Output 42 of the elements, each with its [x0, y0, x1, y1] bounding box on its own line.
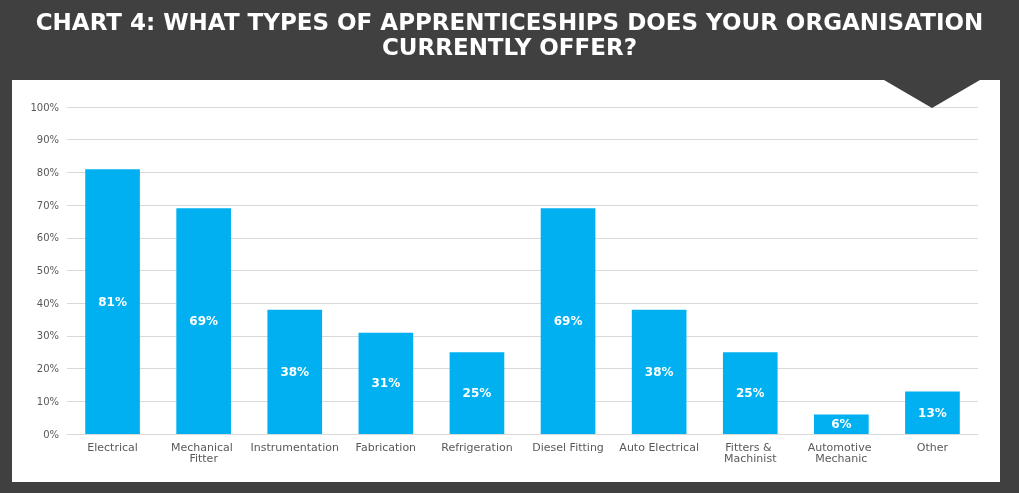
y-tick-label: 30%: [36, 330, 59, 342]
y-tick-label: 40%: [36, 297, 59, 309]
x-tick-label: Automotive Mechanic: [807, 441, 875, 465]
y-tick-label: 50%: [36, 265, 59, 276]
x-tick-label: Instrumentation: [250, 441, 339, 454]
y-tick-label: 20%: [36, 363, 59, 375]
bar: [814, 414, 869, 434]
y-tick-label: 80%: [36, 166, 59, 178]
data-label: 31%: [371, 376, 401, 391]
x-tick-label: Fabrication: [355, 441, 417, 454]
bar: [176, 208, 231, 434]
y-tick-label: 90%: [36, 134, 59, 146]
bar: [722, 352, 778, 434]
y-tick-label: 60%: [36, 232, 59, 244]
bar: [631, 309, 687, 434]
x-tick-label: Fitters & Machinist: [724, 441, 778, 465]
x-tick-label: Other: [916, 441, 949, 454]
data-label: 25%: [735, 386, 765, 401]
bar: [267, 309, 323, 434]
data-label: 38%: [280, 364, 310, 379]
data-label: 81%: [98, 294, 127, 309]
bar: [85, 169, 140, 434]
y-tick-label: 100%: [30, 101, 59, 113]
x-tick-label: Diesel Fitting: [532, 441, 604, 454]
chart-title: CHART 4: WHAT TYPES OF APPRENTICESHIPS DOES YOUR ORGANISATION CURRENTLY OFFER?: [34, 9, 985, 60]
bar: [540, 208, 596, 434]
y-tick-label: 0%: [43, 428, 59, 440]
x-tick-label: Refrigeration: [441, 441, 513, 454]
x-tick-label: Mechanical Fitter: [170, 441, 237, 465]
y-tick-label: 70%: [36, 199, 59, 211]
y-tick-label: 10%: [36, 395, 59, 407]
data-label: 6%: [831, 417, 852, 432]
bar: [449, 352, 505, 434]
data-label: 13%: [918, 405, 947, 420]
x-tick-label: Electrical: [87, 441, 138, 454]
bar: [358, 332, 414, 434]
data-label: 25%: [462, 386, 492, 401]
x-tick-label: Auto Electrical: [619, 441, 699, 454]
data-label: 69%: [553, 314, 583, 329]
bar: [905, 391, 960, 434]
data-label: 38%: [644, 364, 674, 379]
data-label: 69%: [189, 314, 219, 329]
